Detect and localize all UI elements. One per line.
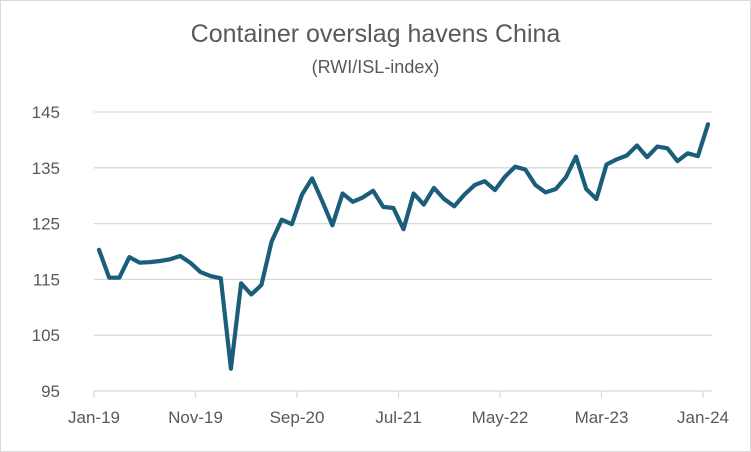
x-tick-label: Nov-19 <box>168 408 223 427</box>
y-tick-label: 115 <box>33 270 60 289</box>
x-tick-label: May-22 <box>472 408 529 427</box>
x-tick-label: Jan-19 <box>68 408 120 427</box>
x-tick-label: Mar-23 <box>575 408 629 427</box>
x-tick-label: Jan-24 <box>677 408 729 427</box>
y-tick-label: 95 <box>41 382 60 401</box>
y-tick-label: 105 <box>32 326 60 345</box>
y-tick-label: 135 <box>32 159 60 178</box>
y-tick-label: 125 <box>32 215 60 234</box>
chart-title: Container overslag havens China <box>190 20 561 48</box>
series-line <box>96 122 711 371</box>
y-tick-label: 145 <box>32 103 60 122</box>
x-tick-label: Sep-20 <box>270 408 325 427</box>
chart-subtitle: (RWI/ISL-index) <box>311 57 440 77</box>
x-tick-label: Jul-21 <box>375 408 421 427</box>
